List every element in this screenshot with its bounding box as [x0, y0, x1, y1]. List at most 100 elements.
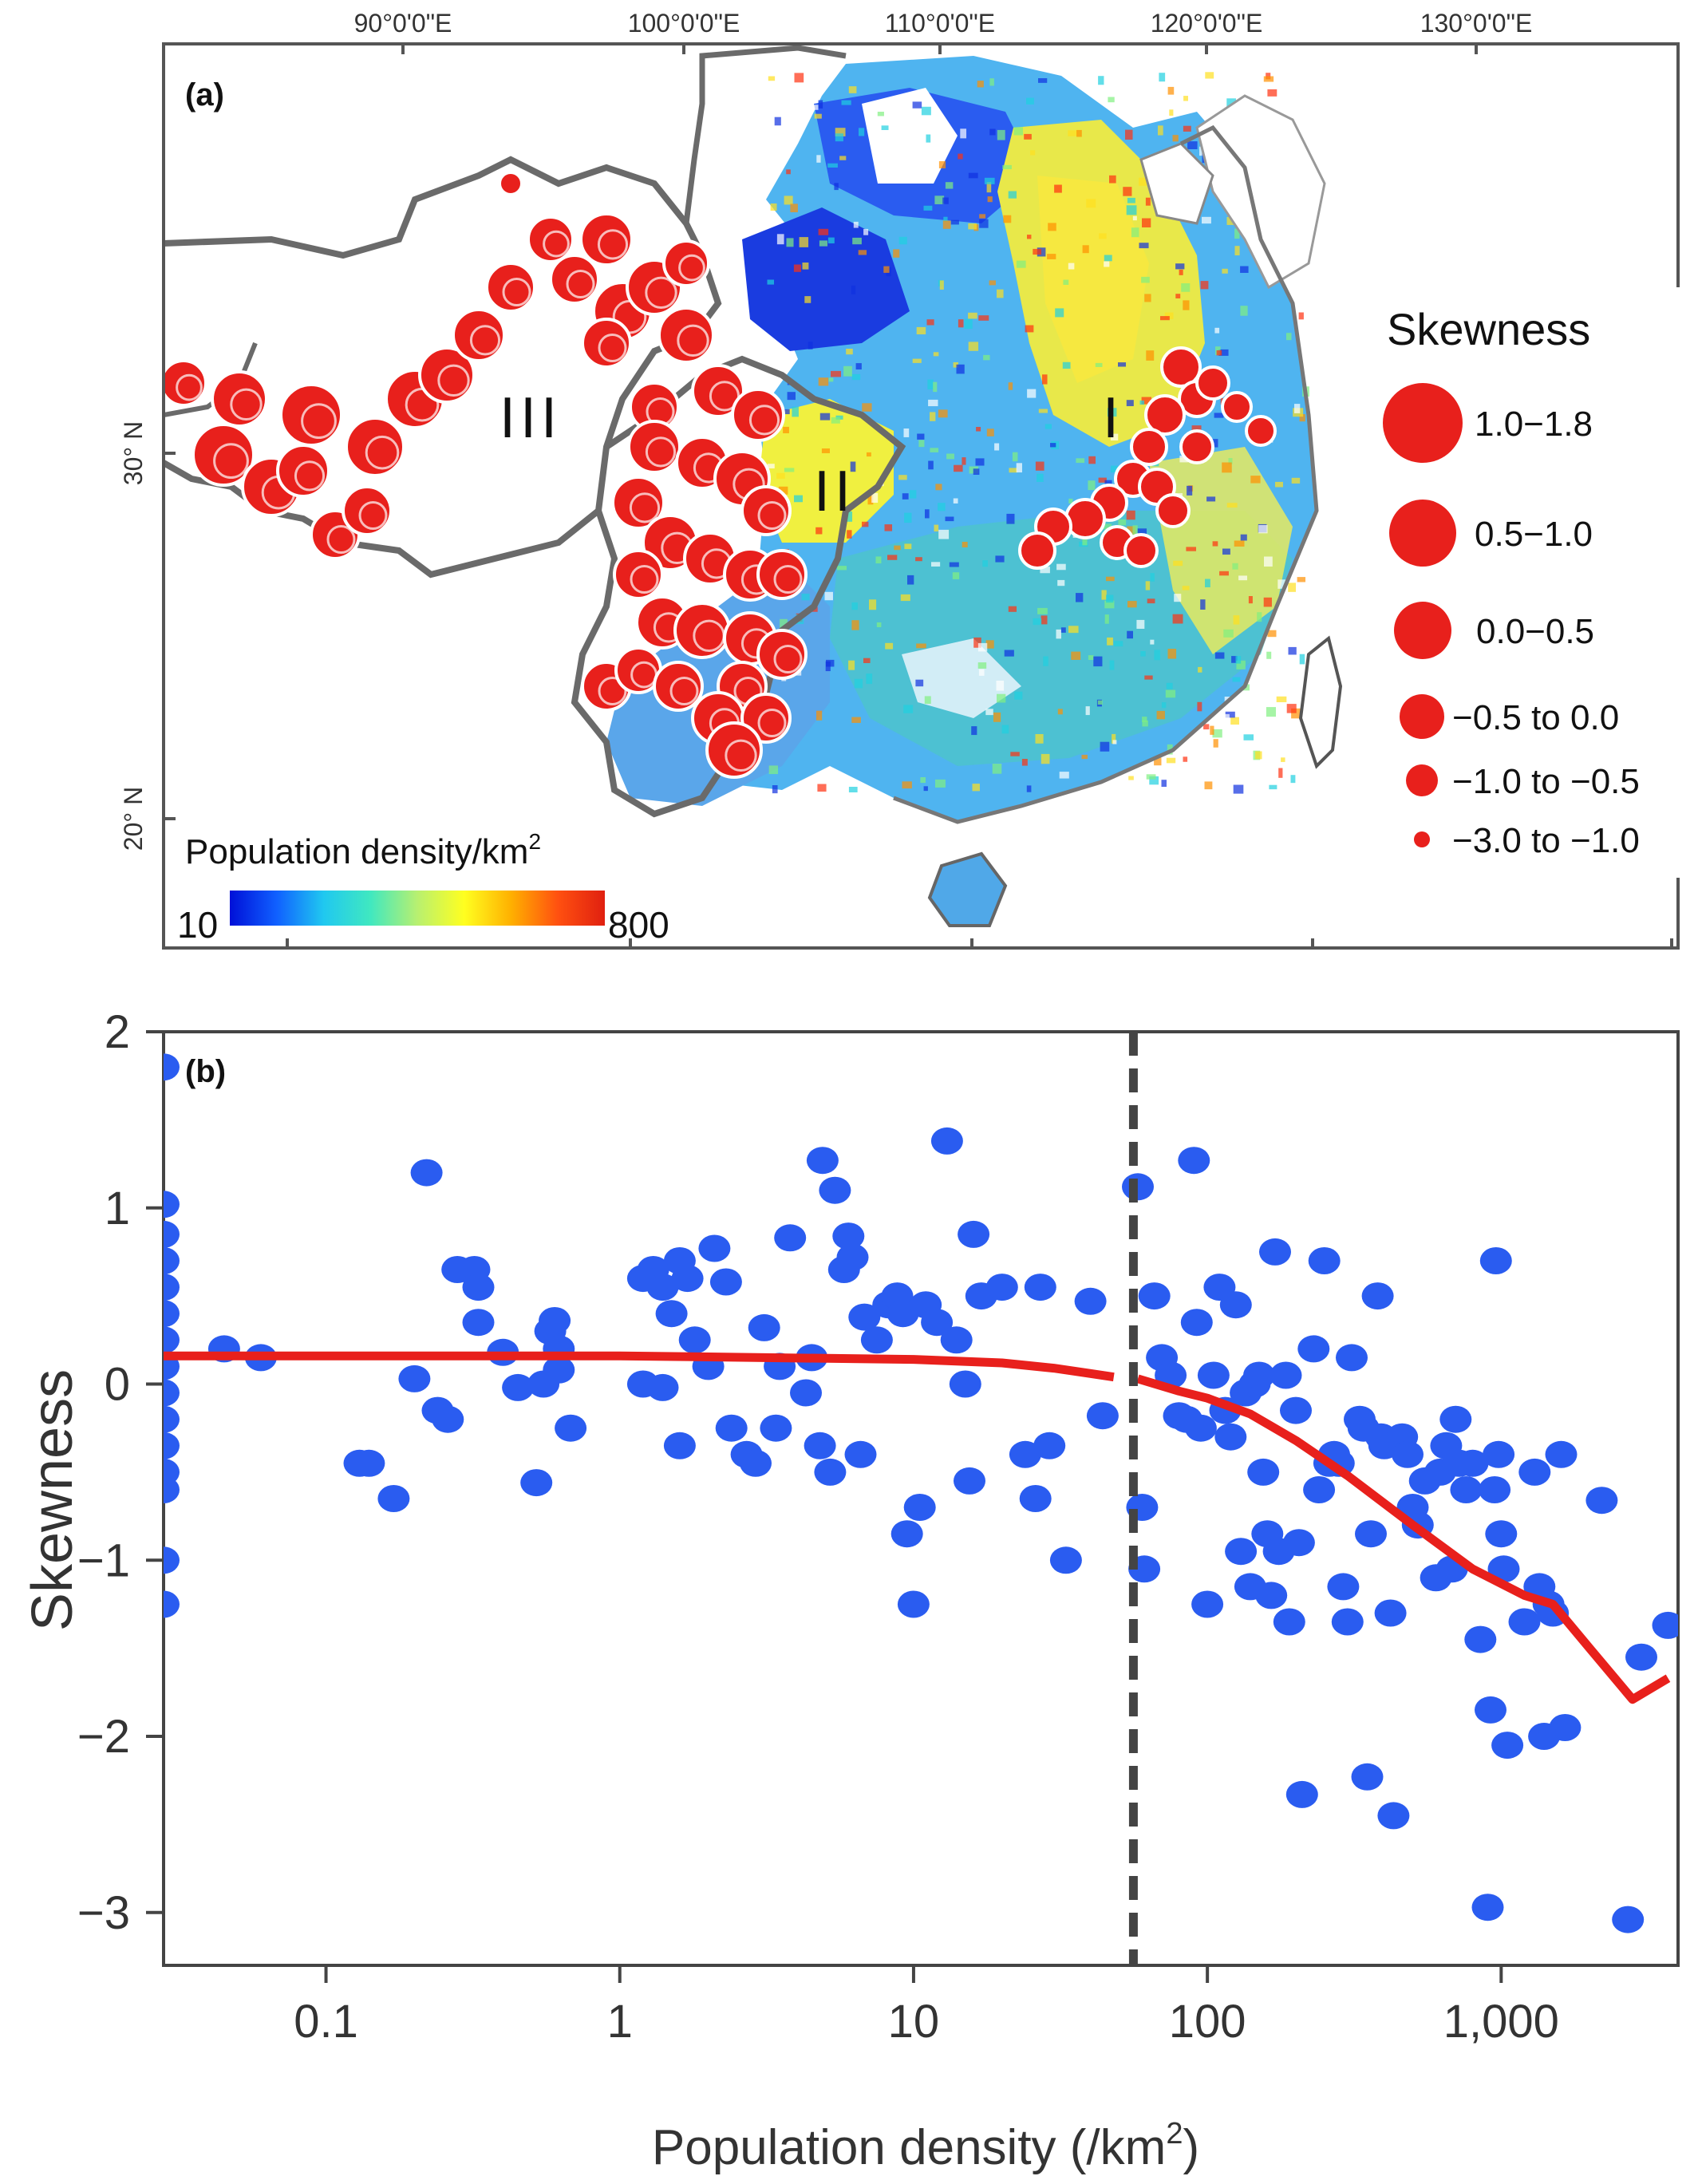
density-speck: [1068, 263, 1075, 270]
data-point: [1285, 1780, 1318, 1808]
density-speck: [1175, 294, 1181, 298]
density-speck: [898, 236, 907, 245]
data-point: [1243, 1361, 1275, 1389]
density-speck: [786, 169, 791, 175]
density-speck: [1088, 480, 1096, 491]
density-speck: [835, 133, 843, 142]
legend-marker: [1414, 831, 1430, 847]
density-speck: [1131, 227, 1139, 238]
density-speck: [1203, 724, 1210, 730]
density-speck: [968, 172, 978, 179]
density-speck: [1230, 717, 1239, 725]
density-speck: [1286, 333, 1292, 341]
data-point: [1308, 1247, 1341, 1274]
density-speck: [1141, 276, 1150, 283]
density-speck: [962, 542, 968, 547]
density-speck: [912, 358, 922, 363]
data-point: [1483, 1440, 1515, 1468]
density-speck: [885, 642, 894, 650]
skewness-map-marker-ring: [358, 501, 388, 530]
density-speck: [841, 100, 851, 105]
density-speck: [1225, 714, 1230, 721]
density-speck: [946, 453, 955, 460]
density-speck: [933, 352, 939, 357]
density-speck: [792, 406, 799, 417]
legend-marker: [1400, 694, 1444, 739]
density-speck: [1286, 721, 1296, 729]
density-speck: [1291, 708, 1301, 719]
density-speck: [1144, 294, 1151, 302]
density-speck: [1082, 245, 1089, 254]
density-speck: [1226, 98, 1236, 109]
density-speck: [811, 105, 819, 110]
skewness-map-marker-ring: [213, 443, 249, 479]
density-speck: [1169, 109, 1174, 117]
density-speck: [1222, 268, 1228, 274]
density-speck: [1109, 660, 1115, 670]
density-speck: [994, 443, 1000, 451]
density-speck: [1160, 316, 1170, 321]
region-label-ii: II: [814, 460, 855, 523]
density-speck: [863, 228, 869, 235]
northwest-boundary: [683, 45, 847, 224]
density-speck: [1085, 706, 1090, 716]
data-point: [164, 1379, 180, 1407]
density-speck: [1236, 660, 1246, 669]
density-speck: [818, 377, 829, 386]
density-speck: [1288, 646, 1297, 655]
data-point: [897, 1590, 930, 1618]
data-point: [774, 1224, 807, 1252]
density-speck: [1033, 618, 1042, 626]
colorbar-max-label: 800: [608, 904, 669, 946]
density-speck: [1104, 614, 1109, 624]
density-speck: [1235, 656, 1242, 664]
skewness-markers: [164, 171, 1277, 779]
density-speck: [881, 125, 889, 130]
skewness-map-marker-ring: [629, 492, 661, 523]
data-point: [410, 1159, 443, 1187]
density-speck: [900, 594, 910, 602]
density-speck: [1037, 607, 1048, 614]
density-speck: [1062, 361, 1071, 369]
legend-marker: [1394, 602, 1451, 659]
density-speck: [1232, 677, 1241, 682]
density-speck: [1231, 656, 1238, 663]
skewness-map-marker-ring: [669, 677, 699, 705]
density-speck: [902, 781, 912, 789]
density-speck: [1205, 579, 1210, 588]
data-point: [1074, 1287, 1107, 1315]
data-point: [760, 1414, 792, 1442]
density-speck: [824, 591, 833, 601]
density-speck: [942, 220, 951, 229]
density-speck: [1048, 223, 1056, 231]
density-speck: [1294, 404, 1301, 413]
data-point: [1479, 1476, 1511, 1503]
skewness-map-marker-ring: [543, 230, 570, 258]
density-speck: [1008, 606, 1017, 612]
data-point: [1255, 1582, 1288, 1609]
density-speck: [979, 219, 989, 228]
density-speck: [1026, 97, 1034, 105]
data-point: [377, 1485, 410, 1512]
data-point: [819, 1176, 851, 1204]
density-speck: [1063, 279, 1069, 285]
density-speck: [774, 117, 781, 126]
data-point: [814, 1458, 847, 1486]
density-speck: [1269, 784, 1277, 790]
density-speck: [1228, 458, 1233, 464]
lon-label-100: 100°0'0"E: [628, 9, 740, 38]
density-speck: [1126, 400, 1134, 406]
y-tick-label: 0: [105, 1359, 130, 1411]
density-speck: [1232, 563, 1238, 570]
panel-b-label: (b): [185, 1054, 226, 1089]
x-axis-title: Population density (/km2): [652, 2117, 1199, 2175]
density-speck: [934, 524, 939, 532]
density-speck: [986, 182, 992, 193]
density-speck: [1299, 414, 1305, 422]
region-label-i: I: [1103, 386, 1119, 450]
skewness-legend: Skewness 1.0−1.8 0.5−1.0 0.0−0.5 −0.5 to 0.…: [1368, 287, 1680, 878]
data-point: [164, 1191, 180, 1218]
density-speck: [1223, 629, 1234, 638]
data-point: [1475, 1696, 1506, 1724]
density-speck: [971, 726, 977, 736]
